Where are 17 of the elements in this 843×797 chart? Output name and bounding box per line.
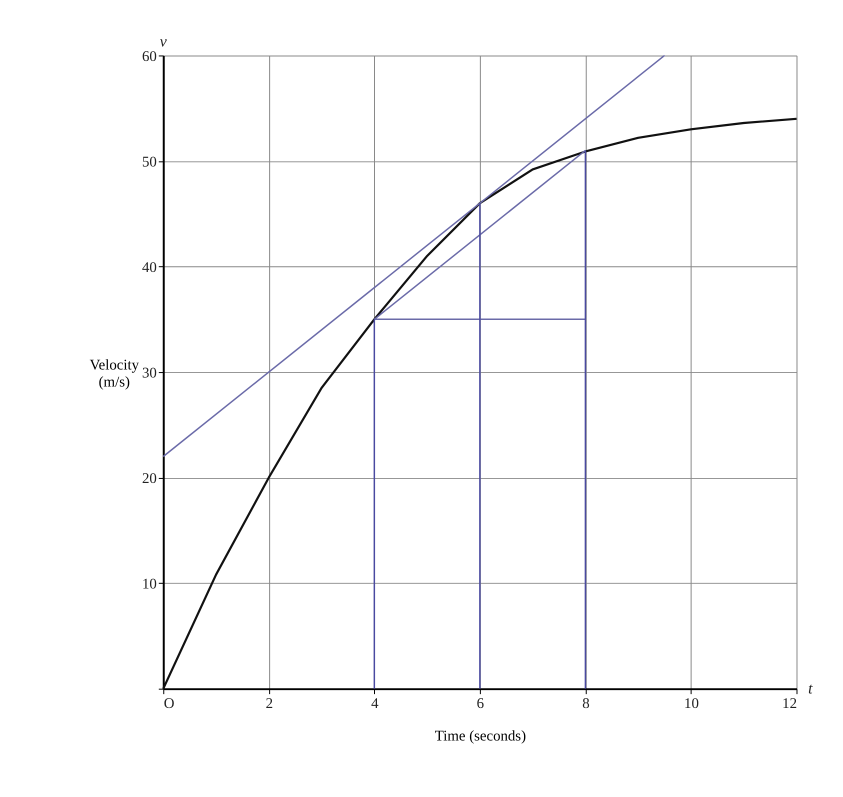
x-tick-label: 8: [582, 696, 590, 712]
x-tick-label: O: [164, 696, 175, 712]
y-tick-label: 40: [142, 260, 157, 276]
y-tick-label: 30: [142, 366, 157, 382]
y-tick-label: 60: [142, 48, 157, 65]
text: v: [160, 34, 168, 51]
y-axis-title: Velocity (m/s): [90, 358, 140, 390]
x-tick-label: 6: [476, 696, 484, 712]
text: t: [808, 680, 814, 698]
x-axis-title: Time (seconds): [434, 728, 526, 745]
x-tick-label: 10: [684, 696, 699, 712]
x-tick-label: 2: [266, 696, 274, 712]
y-tick-label: 50: [142, 154, 157, 170]
y-tick-label: 10: [142, 576, 157, 593]
y-tick-label: 20: [142, 471, 157, 488]
x-tick-label: 4: [371, 696, 380, 712]
x-tick-label: 12: [782, 696, 797, 712]
